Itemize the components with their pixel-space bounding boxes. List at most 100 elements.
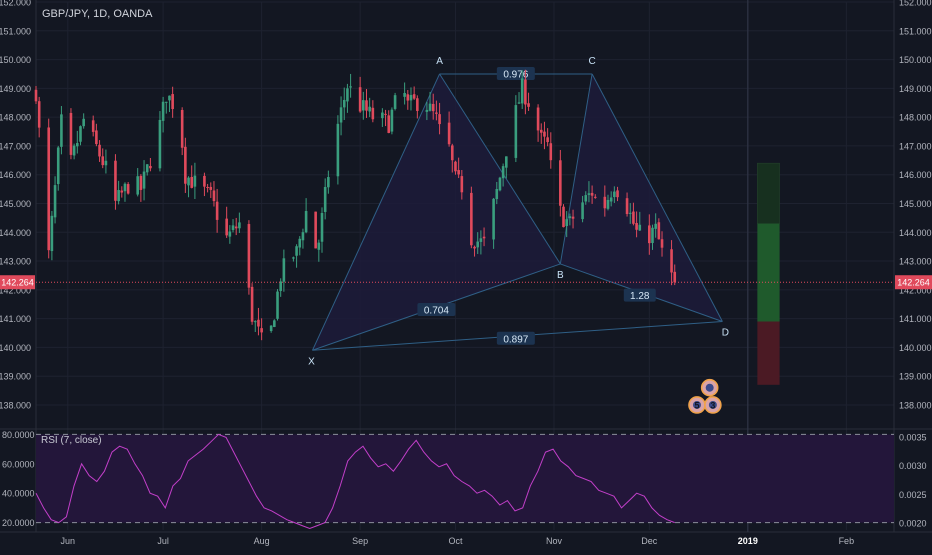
candle-body bbox=[231, 225, 235, 230]
candle-body bbox=[203, 175, 206, 187]
rsi-band-layer bbox=[36, 433, 894, 524]
candle-body bbox=[381, 112, 384, 119]
candle-body bbox=[257, 319, 260, 327]
candle-body bbox=[320, 213, 324, 242]
rsi-band bbox=[36, 434, 894, 523]
rsi-tick-left: 40.0000 bbox=[2, 489, 35, 499]
candle-body bbox=[501, 166, 505, 179]
candle-body bbox=[260, 328, 263, 333]
rsi-tick-right: 0.0025 bbox=[899, 490, 927, 500]
candle-body bbox=[301, 232, 305, 241]
price-tick-right: 146.000 bbox=[899, 170, 932, 180]
price-tick-right: 150.000 bbox=[899, 55, 932, 65]
candle-body bbox=[336, 123, 340, 177]
price-tick-left: 148.000 bbox=[0, 113, 31, 123]
candle-body bbox=[292, 257, 295, 259]
candle-body bbox=[225, 218, 228, 236]
current-price-text-right: 142.264 bbox=[897, 278, 930, 288]
candle-body bbox=[234, 226, 238, 229]
pattern-ratio-box bbox=[623, 288, 656, 302]
candle-body bbox=[126, 184, 130, 194]
candle-body bbox=[654, 223, 657, 229]
candle-body bbox=[149, 165, 152, 169]
candle-body bbox=[168, 95, 171, 101]
candle-body bbox=[479, 238, 483, 242]
candle-body bbox=[50, 215, 54, 252]
candle-body bbox=[247, 224, 251, 288]
price-tick-right: 151.000 bbox=[899, 26, 932, 36]
candle-body bbox=[447, 122, 451, 145]
candle-body bbox=[673, 271, 677, 283]
candle-body bbox=[416, 98, 419, 111]
price-tick-right: 144.000 bbox=[899, 228, 932, 238]
candle-body bbox=[406, 94, 410, 101]
candle-body bbox=[450, 145, 454, 161]
candle-body bbox=[238, 222, 241, 229]
price-tick-left: 149.000 bbox=[0, 84, 31, 94]
candle-body bbox=[339, 107, 343, 123]
candle-body bbox=[164, 101, 168, 103]
candle-body bbox=[342, 99, 346, 108]
rsi-tick-right: 0.0035 bbox=[899, 433, 927, 443]
candle-body bbox=[180, 109, 184, 148]
candle-body bbox=[314, 211, 317, 249]
candle-body bbox=[549, 143, 553, 161]
candle-body bbox=[460, 176, 464, 193]
price-tick-right: 145.000 bbox=[899, 199, 932, 209]
candle-body bbox=[387, 115, 391, 133]
candle-body bbox=[609, 197, 613, 202]
harmonic-pattern[interactable]: X A B C D 0.976 0.704 0.897 1.28 bbox=[308, 56, 729, 367]
candle-body bbox=[37, 101, 41, 128]
rsi-line bbox=[35, 433, 675, 530]
candle-body bbox=[492, 198, 495, 240]
candle-body bbox=[431, 103, 435, 112]
candle-body bbox=[95, 130, 98, 145]
candle-body bbox=[104, 160, 108, 166]
rsi-tick-left: 20.0000 bbox=[2, 518, 35, 528]
price-tick-right: 142.000 bbox=[899, 285, 932, 295]
candle-body bbox=[209, 186, 213, 190]
candle-body bbox=[559, 160, 562, 206]
candle-body bbox=[428, 103, 432, 111]
time-tick-label: 2019 bbox=[738, 536, 758, 546]
candle-body bbox=[625, 198, 629, 214]
leg-bc bbox=[559, 73, 593, 265]
price-tick-left: 140.000 bbox=[0, 343, 31, 353]
price-tick-right: 140.000 bbox=[899, 343, 932, 353]
candle-body bbox=[228, 231, 232, 237]
time-tick-label: Oct bbox=[448, 536, 463, 546]
candle-body bbox=[171, 94, 174, 110]
price-tick-right: 149.000 bbox=[899, 84, 932, 94]
price-tick-right: 141.000 bbox=[899, 314, 932, 324]
time-tick-label: Jul bbox=[157, 536, 169, 546]
rsi-series bbox=[35, 433, 675, 530]
price-tick-right: 147.000 bbox=[899, 141, 932, 151]
candle-body bbox=[206, 186, 209, 188]
candle-body bbox=[53, 185, 57, 218]
candle-body bbox=[91, 120, 95, 132]
time-tick-label: Feb bbox=[839, 536, 855, 546]
candle-body bbox=[60, 114, 63, 147]
target-box[interactable] bbox=[757, 162, 780, 385]
candle-body bbox=[215, 201, 219, 220]
price-tick-right: 143.000 bbox=[899, 257, 932, 267]
candle-body bbox=[136, 176, 139, 195]
time-tick-label: Nov bbox=[546, 536, 563, 546]
pattern-point-label-b: B bbox=[557, 270, 564, 281]
candle-body bbox=[390, 109, 394, 132]
candle-body bbox=[117, 190, 120, 202]
rsi-legend-label: RSI (7, close) bbox=[41, 435, 102, 446]
price-tick-right: 138.000 bbox=[899, 400, 932, 410]
pattern-point-label-a: A bbox=[436, 56, 443, 67]
candle-body bbox=[47, 127, 51, 251]
leg-xa bbox=[312, 73, 441, 351]
pattern-triangle-xab bbox=[312, 73, 561, 351]
candle-body bbox=[279, 281, 282, 291]
candle-body bbox=[587, 193, 591, 195]
candle-body bbox=[562, 206, 565, 228]
candle-body bbox=[476, 241, 480, 248]
